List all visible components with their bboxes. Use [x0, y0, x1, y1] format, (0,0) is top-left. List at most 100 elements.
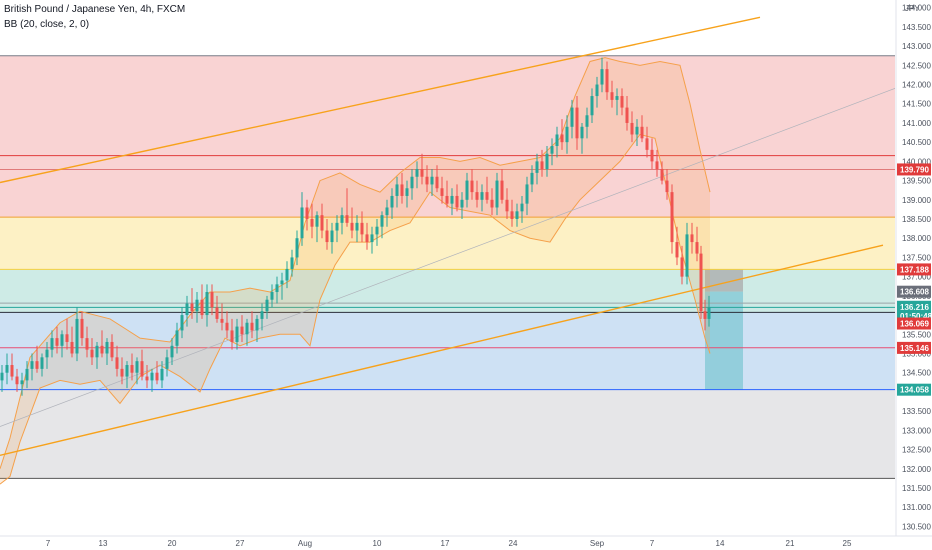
candle-body	[699, 253, 703, 312]
take-profit-box	[705, 291, 743, 390]
candle	[360, 211, 364, 243]
candle	[665, 169, 669, 200]
candle-body	[260, 311, 264, 319]
candle-body	[205, 292, 209, 316]
price-tag	[897, 285, 931, 298]
candle	[395, 176, 399, 208]
x-tick-label: 27	[236, 539, 245, 548]
candle	[570, 99, 574, 139]
candle	[670, 184, 674, 254]
candle	[425, 165, 429, 193]
candle	[520, 195, 524, 223]
bb-lower-band	[0, 133, 711, 485]
candle-body	[605, 69, 609, 93]
candle-body	[180, 315, 184, 331]
candle	[150, 368, 154, 392]
candle	[380, 211, 384, 239]
candle	[540, 149, 544, 177]
candle-body	[300, 207, 304, 239]
candle	[707, 295, 711, 327]
candle	[275, 276, 279, 304]
candle-body	[585, 115, 589, 127]
y-tick-label: 139.000	[902, 196, 931, 205]
y-tick-label: 135.500	[902, 330, 931, 339]
y-tick-label: 132.000	[902, 465, 931, 474]
candle	[140, 349, 144, 381]
candle-body	[525, 184, 529, 204]
candle-body	[500, 180, 504, 200]
candle	[410, 169, 414, 200]
candle	[515, 203, 519, 227]
candle	[580, 122, 584, 154]
candle-body	[305, 207, 309, 220]
candle	[645, 126, 649, 158]
candle	[190, 288, 194, 319]
candle	[125, 361, 129, 389]
candle-body	[10, 365, 14, 377]
candle-body	[65, 334, 69, 342]
candle-body	[240, 326, 244, 335]
candle	[585, 107, 589, 139]
y-tick-label: 139.500	[902, 177, 931, 186]
y-tick-label: 131.000	[902, 503, 931, 512]
candle	[120, 357, 124, 385]
price-tag	[897, 263, 931, 276]
candle	[45, 341, 49, 369]
price-tag-label: 01:50:48	[900, 312, 932, 321]
candle	[270, 284, 274, 308]
candle	[530, 165, 534, 193]
y-tick-label: 142.000	[902, 81, 931, 90]
candle-body	[435, 176, 439, 189]
candle-body	[675, 242, 679, 258]
y-tick-label: 141.000	[902, 119, 931, 128]
candle	[600, 57, 604, 93]
candle	[25, 361, 29, 389]
candle	[525, 176, 529, 216]
candle	[440, 176, 444, 204]
candle	[285, 261, 289, 289]
candle-body	[640, 126, 644, 139]
candle	[155, 361, 159, 385]
candle	[325, 219, 329, 250]
candle	[290, 249, 294, 277]
candle-body	[510, 211, 514, 220]
candle	[435, 165, 439, 193]
candle	[610, 80, 614, 108]
candle	[145, 365, 149, 389]
candle-body	[660, 169, 664, 181]
candle-body	[250, 322, 254, 331]
candle	[685, 222, 689, 285]
price-tag-label: 139.790	[900, 165, 929, 174]
candle	[215, 295, 219, 323]
candle	[90, 338, 94, 366]
candle-body	[235, 326, 239, 342]
candle	[50, 330, 54, 358]
candle-body	[215, 307, 219, 319]
candle	[10, 353, 14, 381]
candle	[660, 161, 664, 185]
zone-teal	[0, 269, 895, 313]
candle	[200, 284, 204, 319]
candle-body	[290, 257, 294, 269]
candle-body	[270, 292, 274, 300]
y-tick-label: 143.000	[902, 42, 931, 51]
candle	[40, 353, 44, 377]
candle	[240, 315, 244, 342]
y-tick-label: 133.000	[902, 426, 931, 435]
candle-body	[625, 107, 629, 123]
candle	[280, 272, 284, 300]
candle	[375, 219, 379, 246]
candle-body	[703, 311, 707, 319]
candle	[95, 341, 99, 369]
candle-body	[430, 176, 434, 185]
candle-body	[610, 92, 614, 100]
candle	[480, 184, 484, 212]
candle	[245, 318, 249, 346]
candle-body	[275, 284, 279, 293]
candle	[300, 192, 304, 246]
y-tick-label: 142.500	[902, 61, 931, 70]
currency-label: JPY	[905, 4, 920, 13]
chart-title: British Pound / Japanese Yen, 4h, FXCM	[4, 4, 186, 15]
candle	[699, 245, 703, 319]
